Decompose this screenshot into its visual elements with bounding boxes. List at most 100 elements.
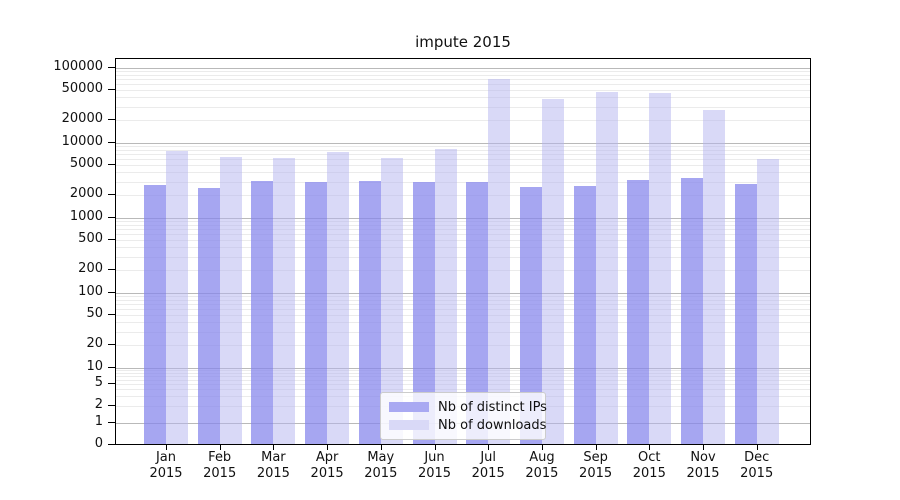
y-gridline-minor [116, 194, 810, 196]
x-tick-mark [756, 444, 758, 450]
bar-downloads [541, 98, 564, 444]
x-tick-mark [434, 444, 436, 450]
y-gridline-minor [116, 234, 810, 236]
y-tick-label: 2000 [69, 185, 103, 201]
bar-distinct-ips [519, 186, 542, 444]
y-tick-label: 50 [86, 306, 103, 322]
y-tick-label: 50000 [61, 81, 103, 97]
y-tick-label: 10 [86, 358, 103, 374]
x-tick-mark [703, 444, 704, 450]
x-tick-label: Feb 2015 [203, 450, 237, 481]
y-gridline-minor [116, 247, 810, 249]
bar-distinct-ips [627, 180, 650, 444]
x-tick-label: Aug 2015 [525, 450, 559, 481]
bar-distinct-ips [573, 185, 596, 444]
y-gridline-minor [116, 220, 810, 222]
y-gridline-minor [116, 269, 810, 271]
bar-distinct-ips [251, 181, 274, 444]
bar-downloads [703, 109, 725, 444]
x-tick-label: Dec 2015 [740, 450, 774, 481]
legend-swatch-distinct-ips [389, 402, 429, 412]
bar-downloads [595, 92, 618, 444]
y-tick-label: 100 [78, 283, 103, 299]
y-tick-mark [108, 421, 115, 423]
y-gridline-minor [116, 119, 810, 121]
y-gridline-minor [116, 70, 810, 72]
x-tick-label: Apr 2015 [310, 450, 344, 481]
x-tick-label: Sep 2015 [579, 450, 613, 481]
y-gridline-minor [116, 90, 810, 92]
y-tick-label: 2 [94, 396, 103, 412]
x-tick-label: Jan 2015 [149, 450, 183, 481]
y-gridline-minor [116, 304, 810, 306]
bar-distinct-ips [305, 182, 328, 444]
y-tick-label: 1000 [69, 208, 103, 224]
y-gridline-minor [116, 106, 810, 108]
bar-distinct-ips [412, 181, 435, 444]
y-gridline-minor [116, 315, 810, 317]
y-tick-label: 20 [86, 335, 103, 351]
y-gridline-minor [116, 145, 810, 147]
bar-downloads [166, 151, 188, 444]
y-tick-mark [108, 404, 115, 406]
legend: Nb of distinct IPs Nb of downloads [380, 392, 547, 440]
y-gridline-minor [116, 331, 810, 333]
y-gridline-minor [116, 79, 810, 81]
y-tick-label: 1 [94, 413, 103, 429]
y-tick-mark [108, 118, 115, 120]
y-gridline-minor [116, 295, 810, 297]
y-gridline-minor [116, 165, 810, 167]
y-gridline-major [116, 292, 810, 294]
y-gridline-minor [116, 384, 810, 386]
y-tick-label: 200 [78, 260, 103, 276]
y-tick-mark [108, 164, 115, 166]
y-tick-mark [108, 366, 115, 368]
bar-downloads [380, 157, 403, 444]
y-tick-mark [108, 268, 115, 270]
y-gridline-minor [116, 74, 810, 76]
bar-downloads [756, 158, 779, 444]
y-tick-mark [108, 216, 115, 218]
x-tick-mark [166, 444, 167, 450]
y-gridline-major [116, 67, 810, 69]
bar-downloads [327, 151, 350, 444]
y-gridline-minor [116, 256, 810, 258]
chart-title: impute 2015 [415, 33, 511, 51]
legend-label-downloads: Nb of downloads [438, 417, 547, 433]
y-tick-label: 500 [78, 231, 103, 247]
y-gridline-minor [116, 159, 810, 161]
x-tick-mark [595, 444, 597, 450]
y-tick-mark [108, 141, 115, 143]
x-tick-mark [273, 444, 275, 450]
bar-distinct-ips [197, 187, 220, 444]
y-gridline-minor [116, 309, 810, 311]
bar-distinct-ips [358, 181, 381, 444]
legend-item-downloads: Nb of downloads [389, 416, 546, 434]
x-tick-label: Jun 2015 [417, 450, 452, 481]
y-tick-mark [108, 193, 115, 195]
y-tick-label: 100000 [53, 58, 103, 74]
y-gridline-minor [116, 229, 810, 231]
y-tick-label: 5000 [69, 156, 103, 172]
y-gridline-minor [116, 322, 810, 324]
y-gridline-minor [116, 154, 810, 156]
y-gridline-minor [116, 379, 810, 381]
bar-distinct-ips [144, 185, 166, 444]
x-tick-mark [488, 444, 490, 450]
y-gridline-minor [116, 389, 810, 391]
bar-distinct-ips [466, 181, 489, 444]
y-tick-label: 20000 [61, 110, 103, 126]
y-gridline-minor [116, 181, 810, 183]
y-gridline-minor [116, 344, 810, 346]
x-tick-mark [219, 444, 221, 450]
bar-downloads [434, 148, 457, 444]
y-gridline-major [116, 142, 810, 144]
x-tick-mark [541, 444, 543, 450]
y-gridline-minor [116, 372, 810, 374]
x-tick-mark [380, 444, 382, 450]
y-tick-mark [108, 89, 115, 91]
plot-area [115, 58, 811, 445]
legend-item-distinct-ips: Nb of distinct IPs [389, 398, 547, 416]
x-tick-label: Nov 2015 [686, 450, 720, 481]
